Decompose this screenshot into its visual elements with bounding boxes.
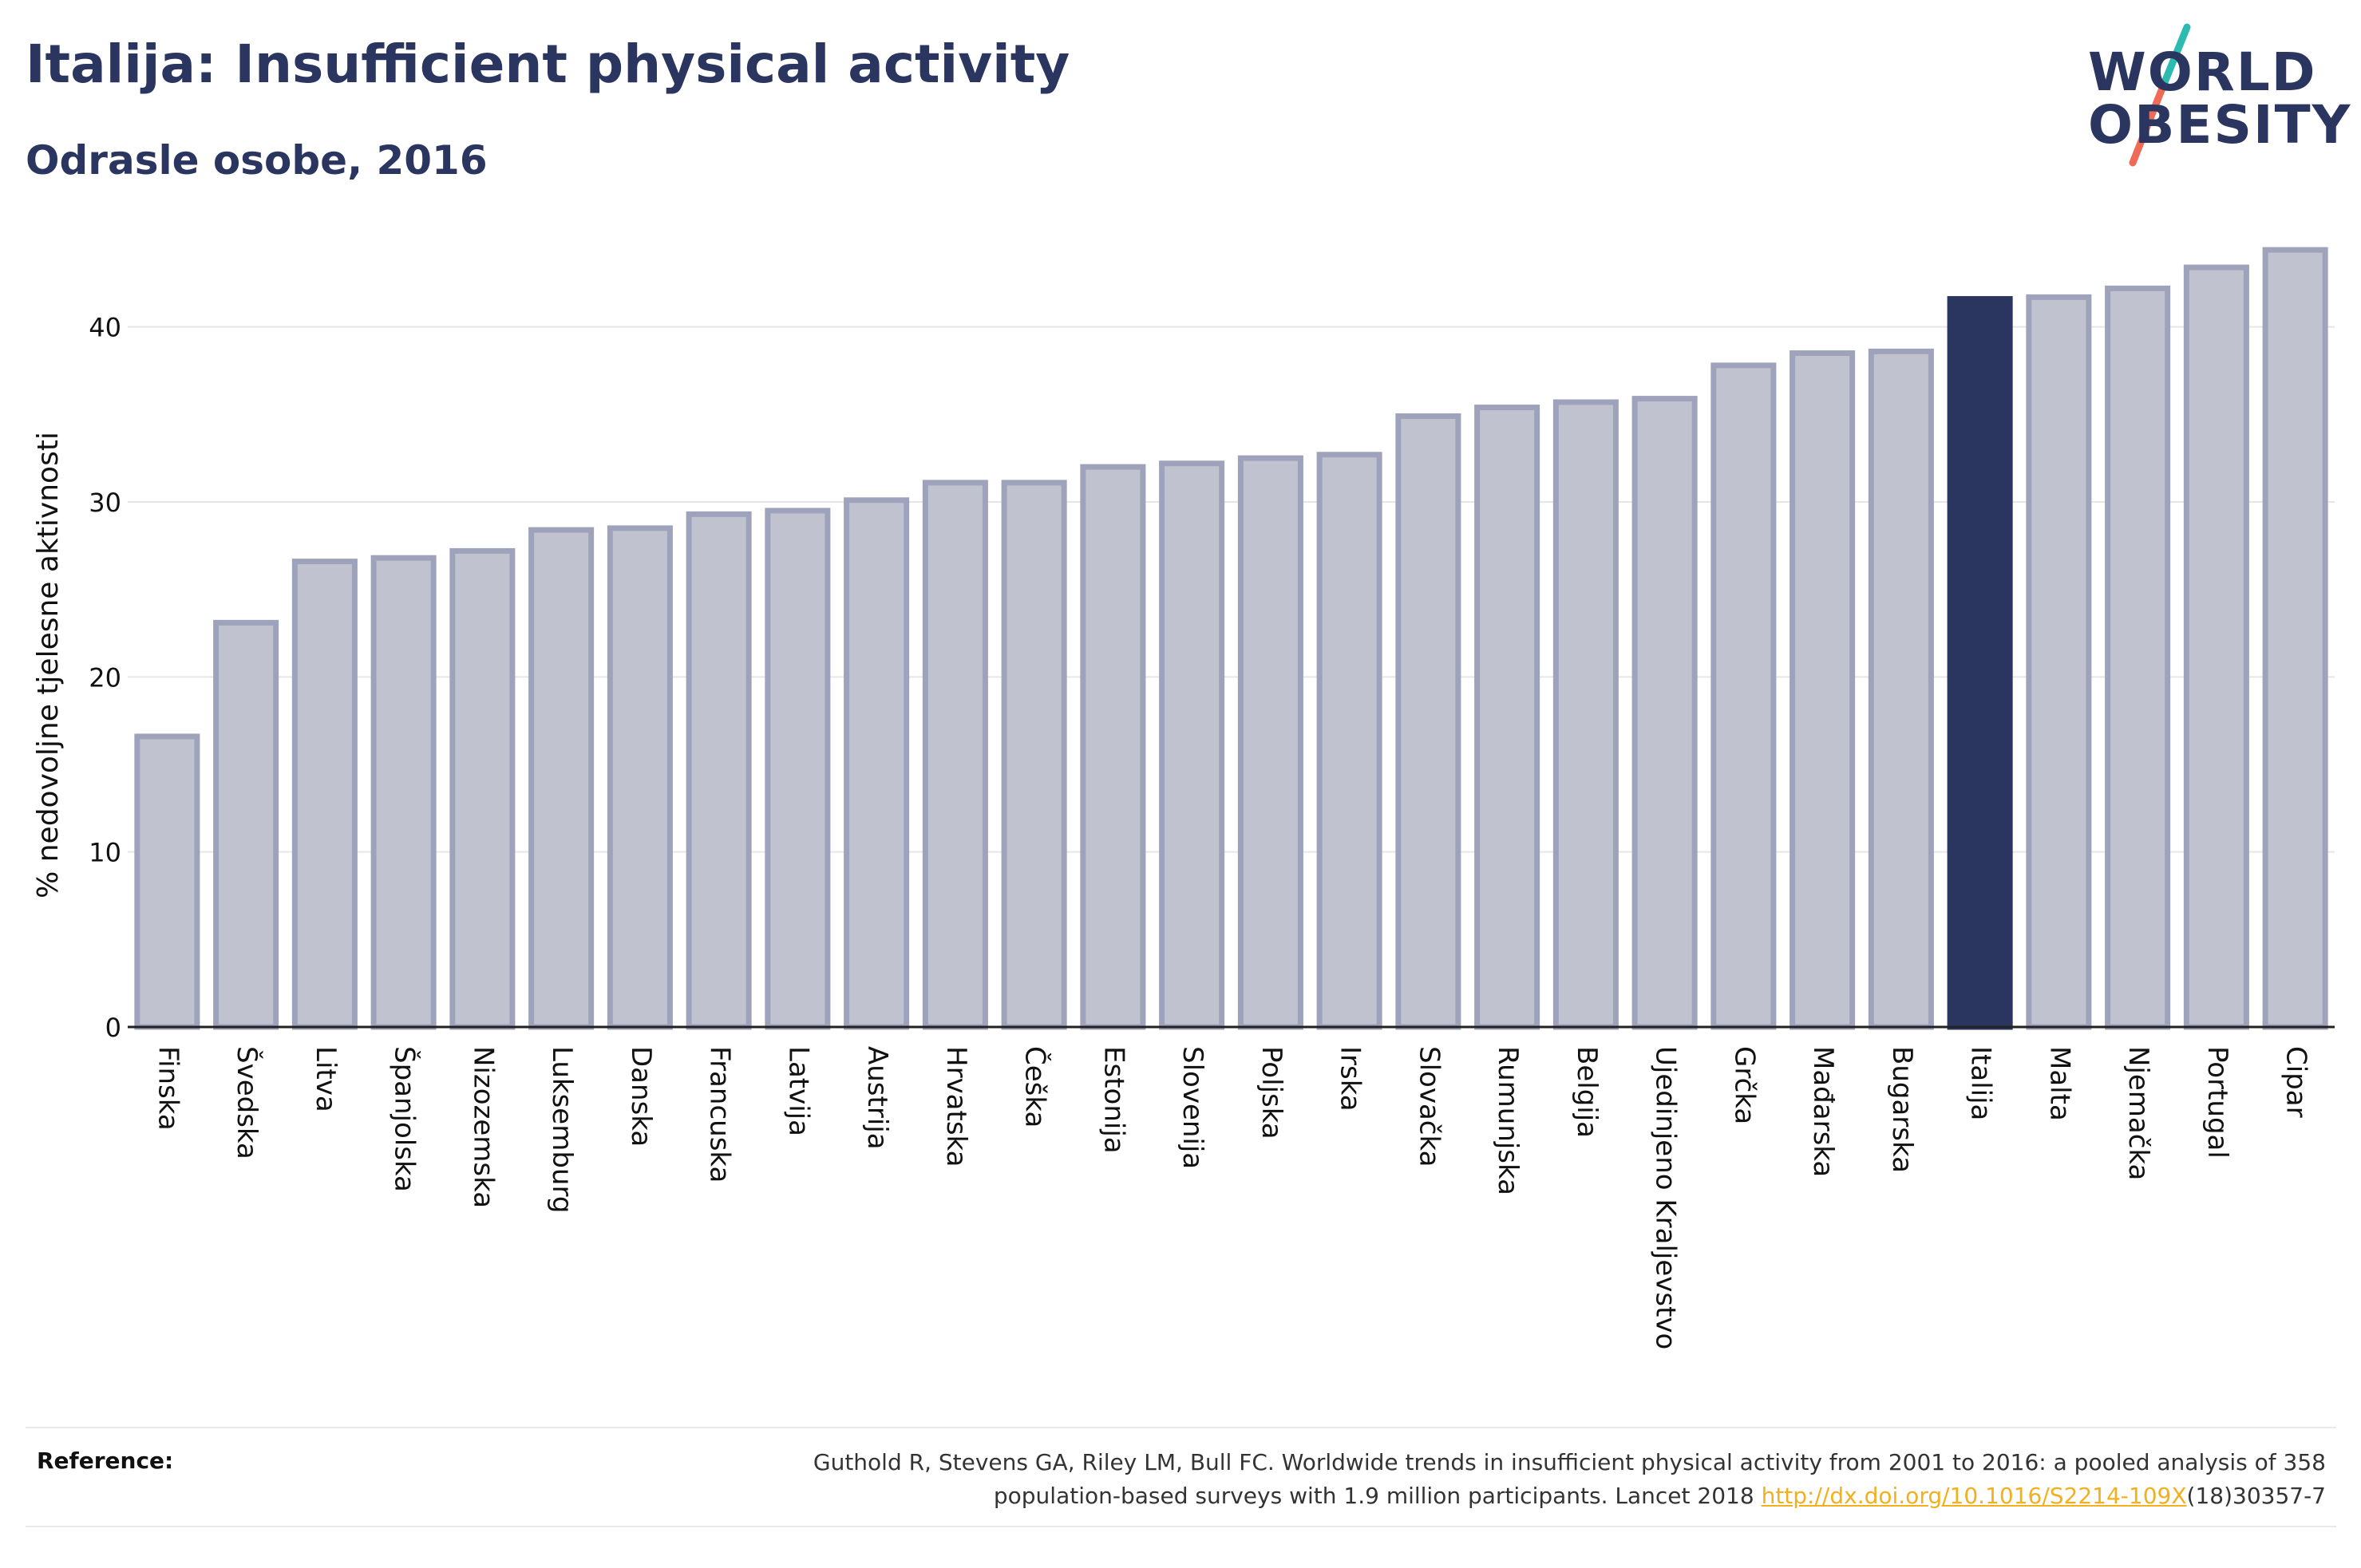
logo-word-obesity: OBESITY bbox=[2088, 94, 2352, 156]
x-tick-label: Slovenija bbox=[1177, 1046, 1208, 1169]
reference-label: Reference: bbox=[37, 1448, 174, 1474]
x-tick-label: Belgija bbox=[1571, 1046, 1603, 1138]
x-tick-label: Latvija bbox=[782, 1046, 814, 1136]
x-tick-label: Cipar bbox=[2280, 1046, 2312, 1118]
bar-slovenija bbox=[1159, 460, 1225, 1030]
x-tick-label: Njemačka bbox=[2122, 1046, 2154, 1180]
x-tick-label: Francuska bbox=[704, 1046, 736, 1183]
x-tick-label: Luksemburg bbox=[546, 1046, 578, 1213]
bar-danska bbox=[607, 525, 673, 1030]
bar-litva bbox=[291, 559, 358, 1030]
bar-italija bbox=[1947, 296, 2013, 1030]
bars bbox=[134, 247, 2328, 1030]
y-axis-ticks: 0 10 20 30 40 bbox=[89, 313, 121, 1043]
x-tick-label: Španjolska bbox=[389, 1046, 421, 1192]
bar-belgija bbox=[1552, 399, 1619, 1030]
x-tick-label: Češka bbox=[1019, 1046, 1052, 1128]
bar-španjolska bbox=[370, 555, 437, 1030]
logo-word-world: WORLD bbox=[2088, 41, 2317, 103]
bar-estonija bbox=[1080, 464, 1146, 1030]
y-tick-label: 20 bbox=[89, 662, 121, 693]
y-tick-label: 30 bbox=[89, 488, 121, 518]
bar-latvija bbox=[765, 508, 831, 1030]
reference-line2-prefix: population-based surveys with 1.9 millio… bbox=[993, 1483, 1762, 1509]
x-tick-label: Danska bbox=[625, 1046, 657, 1147]
y-axis-title: % nedovoljne tjelesne aktivnosti bbox=[32, 432, 65, 899]
bar-nizozemska bbox=[449, 547, 516, 1030]
bar-chart: 0 10 20 30 40 Finska Švedska Litva Španjolska Ni… bbox=[32, 247, 2335, 1349]
bar-irska bbox=[1316, 452, 1382, 1030]
bar-cipar bbox=[2262, 247, 2328, 1030]
y-tick-label: 10 bbox=[89, 838, 121, 868]
x-tick-label: Finska bbox=[152, 1046, 184, 1131]
x-axis-labels: Finska Švedska Litva Španjolska Nizozemska Lu… bbox=[152, 1046, 2312, 1349]
y-tick-label: 0 bbox=[105, 1013, 121, 1043]
x-tick-label: Italija bbox=[1965, 1046, 1997, 1120]
bar-hrvatska bbox=[922, 480, 988, 1030]
x-tick-label: Švedska bbox=[231, 1046, 263, 1159]
bar-malta bbox=[2026, 294, 2092, 1030]
x-tick-label: Hrvatska bbox=[940, 1046, 972, 1167]
footer-divider-bottom bbox=[26, 1526, 2336, 1527]
bar-austrija bbox=[844, 497, 910, 1030]
reference-line2-suffix: (18)30357-7 bbox=[2186, 1483, 2326, 1509]
reference-doi-link[interactable]: http://dx.doi.org/10.1016/S2214-109X bbox=[1761, 1483, 2187, 1509]
bar-finska bbox=[134, 733, 200, 1030]
bar-mađarska bbox=[1790, 350, 1856, 1030]
y-tick-label: 40 bbox=[89, 313, 121, 343]
bar-luksemburg bbox=[528, 527, 595, 1030]
bar-bugarska bbox=[1868, 348, 1934, 1030]
bar-poljska bbox=[1237, 455, 1303, 1030]
bar-švedska bbox=[213, 619, 279, 1030]
bar-slovačka bbox=[1395, 413, 1461, 1030]
x-tick-label: Irska bbox=[1335, 1046, 1366, 1112]
x-tick-label: Rumunjska bbox=[1492, 1046, 1524, 1195]
chart-subtitle: Odrasle osobe, 2016 bbox=[26, 137, 488, 184]
x-tick-label: Grčka bbox=[1728, 1046, 1760, 1124]
x-tick-label: Litva bbox=[310, 1046, 342, 1112]
reference-line1: Guthold R, Stevens GA, Riley LM, Bull FC… bbox=[813, 1449, 2326, 1475]
bar-češka bbox=[1001, 480, 1067, 1030]
bar-portugal bbox=[2183, 264, 2249, 1030]
reference-text: Guthold R, Stevens GA, Riley LM, Bull FC… bbox=[490, 1446, 2326, 1513]
bar-njemačka bbox=[2105, 285, 2171, 1030]
x-tick-label: Slovačka bbox=[1413, 1046, 1445, 1167]
x-tick-label: Estonija bbox=[1097, 1046, 1129, 1154]
bar-francuska bbox=[686, 511, 752, 1030]
x-tick-label: Nizozemska bbox=[467, 1046, 499, 1208]
x-tick-label: Mađarska bbox=[1807, 1046, 1839, 1177]
x-tick-label: Portugal bbox=[2201, 1046, 2233, 1159]
chart-title: Italija: Insufficient physical activity bbox=[26, 34, 1070, 95]
bar-ujedinjeno-kraljevstvo bbox=[1631, 396, 1698, 1030]
x-tick-label: Poljska bbox=[1256, 1046, 1287, 1139]
logo-slash-icon bbox=[2129, 23, 2191, 167]
bar-rumunjska bbox=[1474, 405, 1540, 1030]
footer-divider-top bbox=[26, 1427, 2336, 1428]
x-tick-label: Bugarska bbox=[1886, 1046, 1918, 1173]
x-tick-label: Austrija bbox=[861, 1046, 893, 1150]
bar-grčka bbox=[1710, 362, 1777, 1030]
world-obesity-logo: WORLD OBESITY bbox=[2075, 22, 2350, 174]
x-tick-label: Ujedinjeno Kraljevstvo bbox=[1650, 1046, 1682, 1349]
x-tick-label: Malta bbox=[2043, 1046, 2075, 1121]
